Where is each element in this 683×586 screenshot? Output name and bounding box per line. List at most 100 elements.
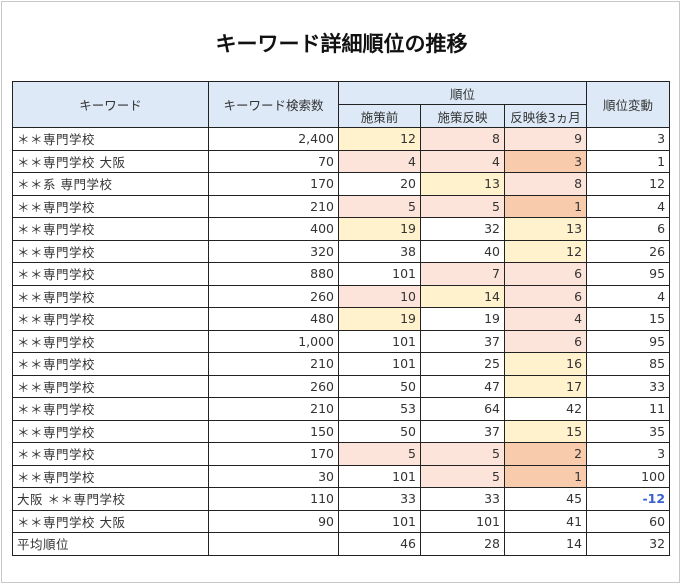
table-row: ＊＊専門学校 210 53 64 42 11 — [12, 397, 671, 421]
volume-cell: 110 — [208, 487, 339, 511]
header-rank-group: 順位 — [337, 81, 588, 105]
rank-reflected-cell: 4 — [420, 149, 505, 173]
rank-change-cell: 1 — [586, 149, 671, 173]
rank-before-cell: 101 — [338, 464, 421, 488]
rank-before-cell: 5 — [338, 194, 421, 218]
rank-before-cell: 53 — [338, 397, 421, 421]
rank-before-cell: 38 — [338, 239, 421, 263]
average-change: 32 — [586, 532, 671, 556]
keyword-cell: ＊＊系 専門学校 — [12, 172, 209, 196]
rank-reflected-cell: 7 — [420, 262, 505, 286]
table-row: ＊＊専門学校 260 10 14 6 4 — [12, 284, 671, 308]
volume-cell: 70 — [208, 149, 339, 173]
rank-change-cell: 4 — [586, 194, 671, 218]
keyword-cell: ＊＊専門学校 — [12, 239, 209, 263]
rank-change-cell: 3 — [586, 127, 671, 151]
rank-after-3-months-cell: 6 — [503, 262, 588, 286]
rank-change-cell: 100 — [586, 464, 671, 488]
rank-change-cell: 4 — [586, 284, 671, 308]
average-before: 46 — [338, 532, 421, 556]
rank-reflected-cell: 37 — [420, 419, 505, 443]
rank-reflected-cell: 13 — [420, 172, 505, 196]
keyword-cell: 大阪 ＊＊専門学校 — [12, 487, 209, 511]
page-title: キーワード詳細順位の推移 — [215, 32, 468, 56]
rank-before-cell: 19 — [338, 217, 421, 241]
keyword-cell: ＊＊専門学校 大阪 — [12, 149, 209, 173]
table-row: ＊＊専門学校 320 38 40 12 26 — [12, 239, 671, 263]
rank-after-3-months-cell: 8 — [503, 172, 588, 196]
volume-cell: 2,400 — [208, 127, 339, 151]
rank-change-cell: 12 — [586, 172, 671, 196]
rank-before-cell: 101 — [338, 352, 421, 376]
rank-change-cell: 95 — [586, 262, 671, 286]
keyword-cell: ＊＊専門学校 — [12, 464, 209, 488]
rank-reflected-cell: 25 — [420, 352, 505, 376]
rank-change-cell: 15 — [586, 307, 671, 331]
rank-before-cell: 10 — [338, 284, 421, 308]
rank-reflected-cell: 8 — [420, 127, 505, 151]
rank-before-cell: 19 — [338, 307, 421, 331]
volume-cell: 170 — [208, 172, 339, 196]
keyword-cell: ＊＊専門学校 — [12, 352, 209, 376]
rank-after-3-months-cell: 4 — [503, 307, 588, 331]
rank-before-cell: 5 — [338, 442, 421, 466]
rank-after-3-months-cell: 2 — [503, 442, 588, 466]
average-volume — [208, 532, 339, 556]
keyword-cell: ＊＊専門学校 — [12, 397, 209, 421]
table-body: ＊＊専門学校 2,400 12 8 9 3 ＊＊専門学校 大阪 70 4 4 3 1 ＊＊系 専門学校 1… — [12, 127, 671, 533]
table-row: ＊＊専門学校 170 5 5 2 3 — [12, 442, 671, 466]
rank-change-cell: 26 — [586, 239, 671, 263]
keyword-cell: ＊＊専門学校 — [12, 284, 209, 308]
rank-reflected-cell: 37 — [420, 329, 505, 353]
volume-cell: 210 — [208, 397, 339, 421]
rank-before-cell: 33 — [338, 487, 421, 511]
rank-reflected-cell: 33 — [420, 487, 505, 511]
rank-change-cell: 33 — [586, 374, 671, 398]
rank-reflected-cell: 5 — [420, 464, 505, 488]
rank-change-cell: 85 — [586, 352, 671, 376]
volume-cell: 210 — [208, 352, 339, 376]
volume-cell: 210 — [208, 194, 339, 218]
keyword-cell: ＊＊専門学校 — [12, 127, 209, 151]
rank-before-cell: 50 — [338, 374, 421, 398]
rank-before-cell: 4 — [338, 149, 421, 173]
header-rank-change: 順位変動 — [586, 81, 671, 128]
rank-reflected-cell: 5 — [420, 442, 505, 466]
keyword-cell: ＊＊専門学校 — [12, 374, 209, 398]
rank-after-3-months-cell: 1 — [503, 194, 588, 218]
table-row: ＊＊専門学校 大阪 90 101 101 41 60 — [12, 509, 671, 533]
header-before: 施策前 — [338, 104, 421, 128]
keyword-cell: ＊＊専門学校 — [12, 442, 209, 466]
table-row: ＊＊専門学校 880 101 7 6 95 — [12, 262, 671, 286]
rank-before-cell: 101 — [338, 509, 421, 533]
rank-change-cell: 60 — [586, 509, 671, 533]
keyword-cell: ＊＊専門学校 — [12, 262, 209, 286]
volume-cell: 260 — [208, 374, 339, 398]
rank-change-cell: 6 — [586, 217, 671, 241]
rank-change-cell: 11 — [586, 397, 671, 421]
table-row: ＊＊専門学校 260 50 47 17 33 — [12, 374, 671, 398]
rank-after-3-months-cell: 1 — [503, 464, 588, 488]
volume-cell: 170 — [208, 442, 339, 466]
volume-cell: 400 — [208, 217, 339, 241]
rank-after-3-months-cell: 42 — [503, 397, 588, 421]
table-row: ＊＊専門学校 2,400 12 8 9 3 — [12, 127, 671, 151]
rank-reflected-cell: 101 — [420, 509, 505, 533]
rank-before-cell: 12 — [338, 127, 421, 151]
table-row: ＊＊系 専門学校 170 20 13 8 12 — [12, 172, 671, 196]
average-reflected: 28 — [420, 532, 505, 556]
volume-cell: 90 — [208, 509, 339, 533]
volume-cell: 260 — [208, 284, 339, 308]
rank-after-3-months-cell: 6 — [503, 284, 588, 308]
rank-before-cell: 50 — [338, 419, 421, 443]
header-after-3-months: 反映後3ヵ月 — [503, 104, 588, 128]
keyword-cell: ＊＊専門学校 — [12, 419, 209, 443]
keyword-cell: ＊＊専門学校 — [12, 307, 209, 331]
rank-after-3-months-cell: 9 — [503, 127, 588, 151]
rank-after-3-months-cell: 45 — [503, 487, 588, 511]
rank-change-cell: 35 — [586, 419, 671, 443]
rank-after-3-months-cell: 13 — [503, 217, 588, 241]
table-row: ＊＊専門学校 30 101 5 1 100 — [12, 464, 671, 488]
rank-before-cell: 101 — [338, 329, 421, 353]
rank-after-3-months-cell: 41 — [503, 509, 588, 533]
